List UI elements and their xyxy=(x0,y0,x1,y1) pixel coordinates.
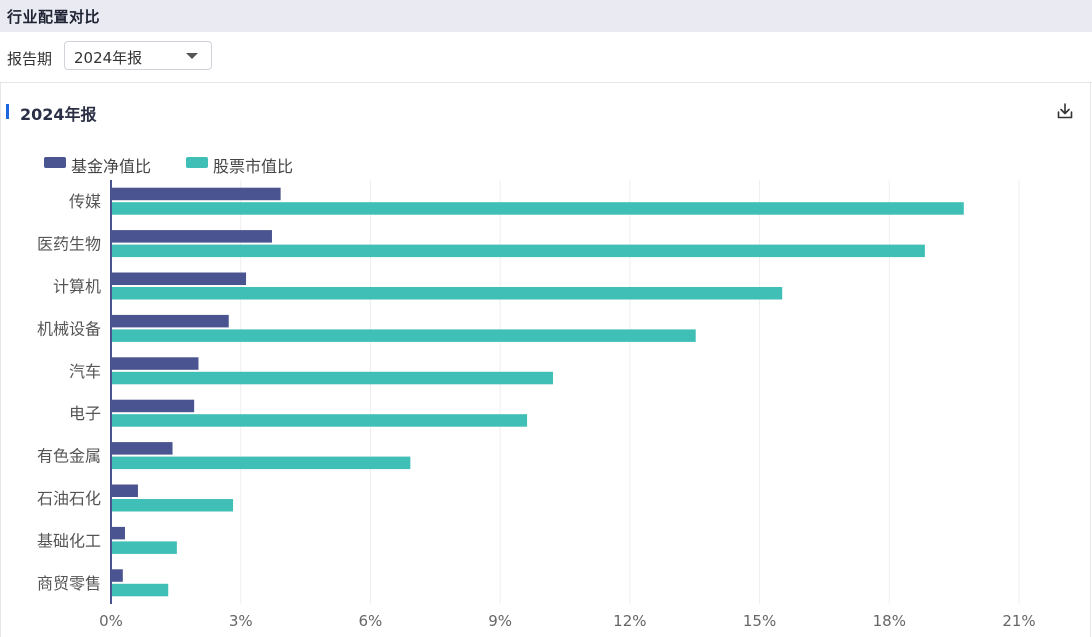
bar-stock xyxy=(112,456,411,470)
x-tick-label: 21% xyxy=(1002,612,1035,630)
category-label: 石油石化 xyxy=(37,489,101,508)
category-label: 商贸零售 xyxy=(37,574,101,593)
filter-row: 报告期 2024年报 xyxy=(0,32,1092,83)
report-period-value: 2024年报 xyxy=(74,49,143,67)
bar-stock xyxy=(112,329,696,342)
bar-fund xyxy=(112,357,199,370)
category-label: 计算机 xyxy=(53,277,101,296)
bar-fund xyxy=(112,187,281,201)
x-tick-label: 0% xyxy=(99,612,123,630)
category-label: 电子 xyxy=(69,404,101,423)
bar-fund xyxy=(112,272,247,285)
legend-swatch-fund xyxy=(44,157,66,168)
bar-stock xyxy=(112,287,783,300)
x-tick-label: 3% xyxy=(229,612,253,630)
bar-fund xyxy=(112,569,123,582)
report-period-label: 报告期 xyxy=(7,50,53,68)
category-label: 机械设备 xyxy=(37,319,101,338)
x-tick-label: 9% xyxy=(488,612,512,630)
category-label: 基础化工 xyxy=(37,531,101,550)
x-tick-label: 15% xyxy=(743,612,776,630)
bar-stock xyxy=(112,541,177,554)
x-tick-label: 6% xyxy=(359,612,383,630)
bar-stock xyxy=(112,414,528,427)
page-header: 行业配置对比 xyxy=(0,0,1092,32)
report-period-select[interactable]: 2024年报 xyxy=(64,41,212,70)
bar-stock xyxy=(112,371,554,385)
legend-label-fund: 基金净值比 xyxy=(71,157,152,176)
bar-stock xyxy=(112,244,925,258)
download-icon[interactable] xyxy=(1056,102,1074,120)
bar-fund xyxy=(112,399,195,413)
bar-fund xyxy=(112,230,272,243)
bar-fund xyxy=(112,442,173,455)
category-label: 有色金属 xyxy=(37,447,101,466)
section-accent-bar xyxy=(6,104,9,119)
x-tick-label: 18% xyxy=(873,612,906,630)
bar-fund xyxy=(112,314,229,328)
legend-swatch-stock xyxy=(186,157,208,168)
bar-fund xyxy=(112,484,138,497)
chart-panel xyxy=(0,83,1091,637)
bar-stock xyxy=(112,202,964,215)
bar-stock xyxy=(112,499,234,512)
chevron-down-icon xyxy=(186,53,198,59)
category-label: 传媒 xyxy=(69,192,101,211)
x-tick-label: 12% xyxy=(613,612,646,630)
page-title: 行业配置对比 xyxy=(7,8,101,26)
bar-stock xyxy=(112,583,169,597)
bar-fund xyxy=(112,526,125,540)
category-label: 汽车 xyxy=(69,362,101,381)
category-label: 医药生物 xyxy=(37,235,101,254)
section-title: 2024年报 xyxy=(20,105,97,124)
legend-label-stock: 股票市值比 xyxy=(213,157,294,176)
